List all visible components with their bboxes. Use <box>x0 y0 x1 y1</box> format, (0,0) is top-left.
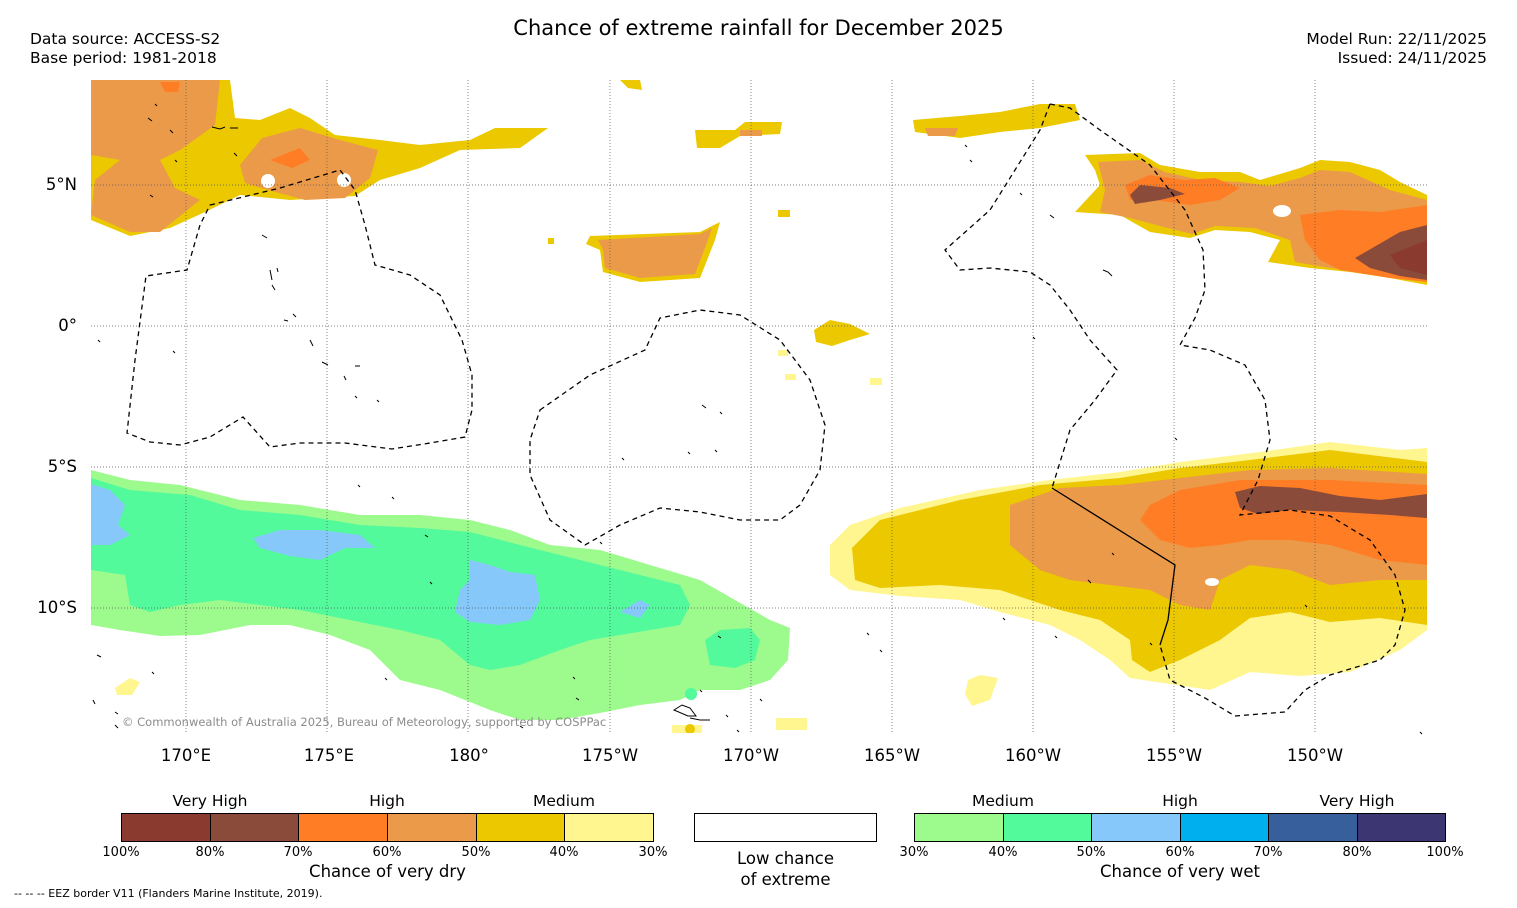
dry-swatch-6 <box>564 813 654 842</box>
wet-swatch-1 <box>914 813 1004 842</box>
wet-tick: 60% <box>1165 845 1195 860</box>
graticule <box>91 80 1427 733</box>
model-run: Model Run: 22/11/2025 <box>1306 30 1487 48</box>
low-chance-label: Low chance of extreme <box>694 848 877 890</box>
dry-legend-title: Chance of very dry <box>309 862 466 881</box>
wet-region-sw-high <box>91 478 690 670</box>
lat-label-5n: 5°N <box>45 175 77 194</box>
eez-footnote: -- -- -- EEZ border V11 (Flanders Marine… <box>14 887 323 900</box>
wet-tick: 40% <box>988 845 1018 860</box>
dry-region-se-extreme <box>1235 486 1427 518</box>
lon-label-170e: 170°E <box>160 746 212 765</box>
low-chance-line2: of extreme <box>740 870 831 889</box>
dry-category-medium: Medium <box>533 792 595 810</box>
wet-tick: 50% <box>1076 845 1106 860</box>
lon-label-150w: 150°W <box>1286 746 1344 765</box>
map-title: Chance of extreme rainfall for December … <box>513 16 1004 40</box>
lon-label-175e: 175°E <box>303 746 355 765</box>
dry-category-high: High <box>369 792 405 810</box>
wet-swatch-4 <box>1180 813 1269 842</box>
lat-label-5s: 5°S <box>47 457 77 476</box>
low-chance-line1: Low chance <box>736 849 835 868</box>
dry-tick: 80% <box>195 845 225 860</box>
issued-date: Issued: 24/11/2025 <box>1337 49 1487 67</box>
lat-label-0: 0° <box>58 316 77 335</box>
dry-category-very-high: Very High <box>172 792 248 810</box>
dry-swatch-2 <box>210 813 299 842</box>
wet-region-sw-very-high <box>91 484 130 545</box>
wet-category-medium: Medium <box>972 792 1034 810</box>
islands <box>92 103 1423 735</box>
eez-kiribati-line-2 <box>944 103 1118 489</box>
dry-swatch-3 <box>298 813 388 842</box>
eez-kiribati-line <box>1049 103 1406 717</box>
dry-tick: 50% <box>461 845 491 860</box>
dry-tick: 40% <box>549 845 579 860</box>
eez-kiribati-gilbert <box>126 169 473 450</box>
dry-tick: 100% <box>102 845 140 860</box>
maritime-boundary <box>1051 487 1176 646</box>
base-period: Base period: 1981-2018 <box>30 49 217 67</box>
wet-category-very-high: Very High <box>1319 792 1395 810</box>
dry-tick: 70% <box>283 845 313 860</box>
eez-kiribati-phoenix <box>529 309 826 546</box>
wet-tick: 30% <box>899 845 929 860</box>
wet-tick: 70% <box>1253 845 1283 860</box>
wet-category-high: High <box>1162 792 1198 810</box>
wet-swatch-3 <box>1091 813 1181 842</box>
wet-swatch-6 <box>1357 813 1446 842</box>
wet-tick: 80% <box>1342 845 1372 860</box>
run-info: Model Run: 22/11/2025 Issued: 24/11/2025 <box>1306 30 1487 68</box>
dry-region-nw-very-high <box>270 148 310 168</box>
data-source: Data source: ACCESS-S2 <box>30 30 221 48</box>
lon-label-180: 180° <box>449 746 489 765</box>
lat-label-10s: 10°S <box>37 598 77 617</box>
lon-label-165w: 165°W <box>863 746 921 765</box>
dry-region-nw-very-high-2 <box>160 82 180 92</box>
low-chance-swatch <box>694 813 877 842</box>
wet-swatch-5 <box>1268 813 1358 842</box>
rainfall-shading <box>91 80 1427 733</box>
wet-swatch-2 <box>1003 813 1092 842</box>
wet-tick: 100% <box>1426 845 1464 860</box>
dry-swatch-5 <box>476 813 565 842</box>
copyright-notice: © Commonwealth of Australia 2025, Bureau… <box>122 715 607 729</box>
dry-tick: 60% <box>372 845 402 860</box>
data-source-info: Data source: ACCESS-S2 Base period: 1981… <box>30 30 220 68</box>
dry-swatch-1 <box>121 813 211 842</box>
lon-label-160w: 160°W <box>1004 746 1062 765</box>
lon-label-170w: 170°W <box>722 746 780 765</box>
wet-legend-title: Chance of very wet <box>1100 862 1260 881</box>
eez-borders <box>126 103 1406 717</box>
lon-label-155w: 155°W <box>1145 746 1203 765</box>
dry-swatch-4 <box>387 813 477 842</box>
lon-label-175w: 175°W <box>581 746 639 765</box>
dry-tick: 30% <box>638 845 668 860</box>
dry-region-nw-high <box>91 80 220 232</box>
